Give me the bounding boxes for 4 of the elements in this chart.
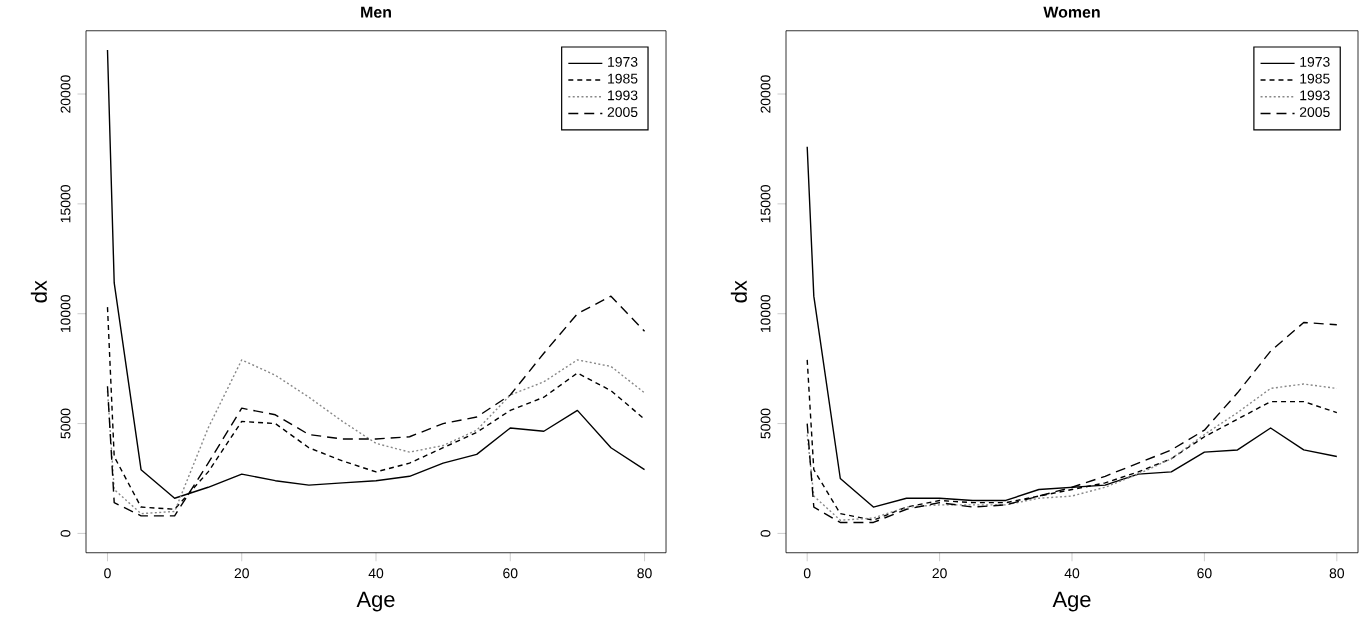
y-axis-title: dx <box>30 280 47 303</box>
x-axis-title: Age <box>1052 591 1091 612</box>
x-axis-title: Age <box>356 591 395 612</box>
y-axis-title: dx <box>730 280 747 303</box>
